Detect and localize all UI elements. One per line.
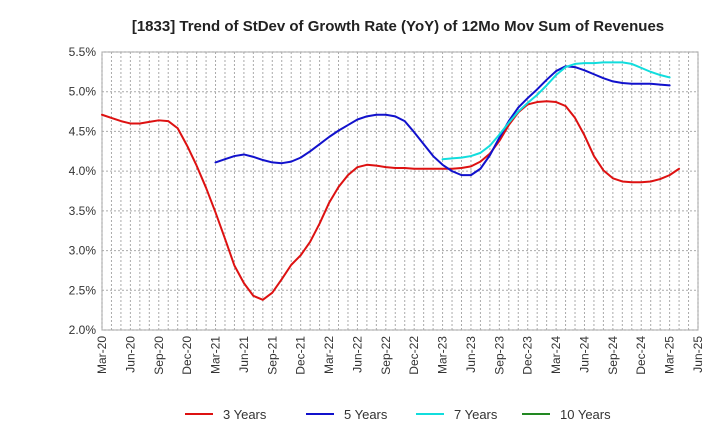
y-tick-label: 3.0% bbox=[69, 244, 97, 258]
x-tick-label: Jun-23 bbox=[464, 336, 478, 373]
x-tick-label: Sep-20 bbox=[152, 336, 166, 375]
y-tick-label: 2.5% bbox=[69, 283, 97, 297]
y-tick-label: 2.0% bbox=[69, 323, 97, 337]
x-tick-label: Sep-23 bbox=[492, 336, 506, 375]
legend-label: 3 Years bbox=[223, 407, 267, 422]
series-layer bbox=[101, 61, 681, 301]
x-tick-label: Mar-24 bbox=[549, 336, 563, 374]
x-tick-label: Sep-21 bbox=[265, 336, 279, 375]
x-tick-label: Dec-22 bbox=[407, 336, 421, 375]
x-tick-label: Jun-24 bbox=[577, 336, 591, 373]
x-tick-label: Dec-23 bbox=[521, 336, 535, 375]
legend: 3 Years 5 Years 7 Years 10 Years bbox=[185, 407, 611, 422]
x-tick-label: Jun-20 bbox=[123, 336, 137, 373]
y-tick-label: 5.0% bbox=[69, 85, 97, 99]
x-tick-label: Mar-23 bbox=[436, 336, 450, 374]
x-tick-label: Dec-24 bbox=[634, 336, 648, 375]
legend-label: 5 Years bbox=[344, 407, 388, 422]
x-tick-label: Sep-22 bbox=[379, 336, 393, 375]
x-tick-label: Mar-20 bbox=[95, 336, 109, 374]
x-tick-label: Dec-20 bbox=[180, 336, 194, 375]
y-tick-label: 5.5% bbox=[69, 45, 97, 59]
x-tick-label: Mar-21 bbox=[209, 336, 223, 374]
y-tick-label: 4.5% bbox=[69, 124, 97, 138]
legend-label: 7 Years bbox=[454, 407, 498, 422]
x-axis: Mar-20 Jun-20 Sep-20 Dec-20 Mar-21 Jun-21 Sep-… bbox=[95, 336, 705, 375]
x-tick-label: Mar-22 bbox=[322, 336, 336, 374]
series-line-5-years bbox=[214, 65, 671, 177]
series-line-3-years bbox=[101, 100, 681, 301]
x-tick-label: Mar-25 bbox=[663, 336, 677, 374]
y-tick-label: 3.5% bbox=[69, 204, 97, 218]
gridlines bbox=[101, 51, 699, 331]
series-line-7-years bbox=[441, 61, 671, 161]
x-tick-label: Dec-21 bbox=[294, 336, 308, 375]
plot-area bbox=[101, 51, 699, 331]
y-tick-label: 4.0% bbox=[69, 164, 97, 178]
x-tick-label: Jun-25 bbox=[691, 336, 705, 373]
x-tick-label: Jun-21 bbox=[237, 336, 251, 373]
legend-label: 10 Years bbox=[560, 407, 611, 422]
x-tick-label: Sep-24 bbox=[606, 336, 620, 375]
chart-title: [1833] Trend of StDev of Growth Rate (Yo… bbox=[132, 18, 664, 35]
x-tick-label: Jun-22 bbox=[350, 336, 364, 373]
y-axis: 5.5% 5.0% 4.5% 4.0% 3.5% 3.0% 2.5% 2.0% bbox=[69, 45, 97, 337]
